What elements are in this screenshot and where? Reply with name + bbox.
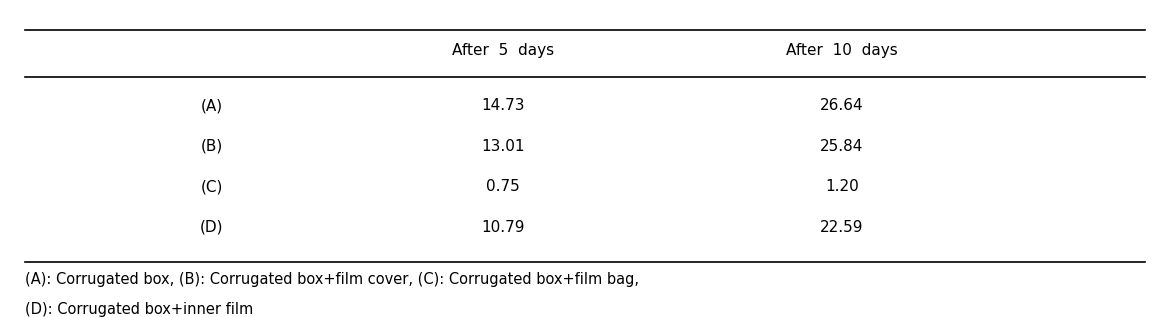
- Text: 22.59: 22.59: [820, 220, 863, 235]
- Text: After  5  days: After 5 days: [453, 43, 555, 58]
- Text: 26.64: 26.64: [820, 98, 863, 113]
- Text: 0.75: 0.75: [487, 179, 521, 194]
- Text: 1.20: 1.20: [825, 179, 859, 194]
- Text: (C): (C): [200, 179, 222, 194]
- Text: (D): Corrugated box+inner film: (D): Corrugated box+inner film: [25, 302, 253, 317]
- Text: 13.01: 13.01: [482, 139, 525, 154]
- Text: (D): (D): [200, 220, 223, 235]
- Text: (B): (B): [200, 139, 222, 154]
- Text: (A): (A): [200, 98, 222, 113]
- Text: 14.73: 14.73: [482, 98, 525, 113]
- Text: After  10  days: After 10 days: [786, 43, 897, 58]
- Text: (A): Corrugated box, (B): Corrugated box+film cover, (C): Corrugated box+film ba: (A): Corrugated box, (B): Corrugated box…: [25, 272, 639, 287]
- Text: 10.79: 10.79: [482, 220, 525, 235]
- Text: 25.84: 25.84: [820, 139, 863, 154]
